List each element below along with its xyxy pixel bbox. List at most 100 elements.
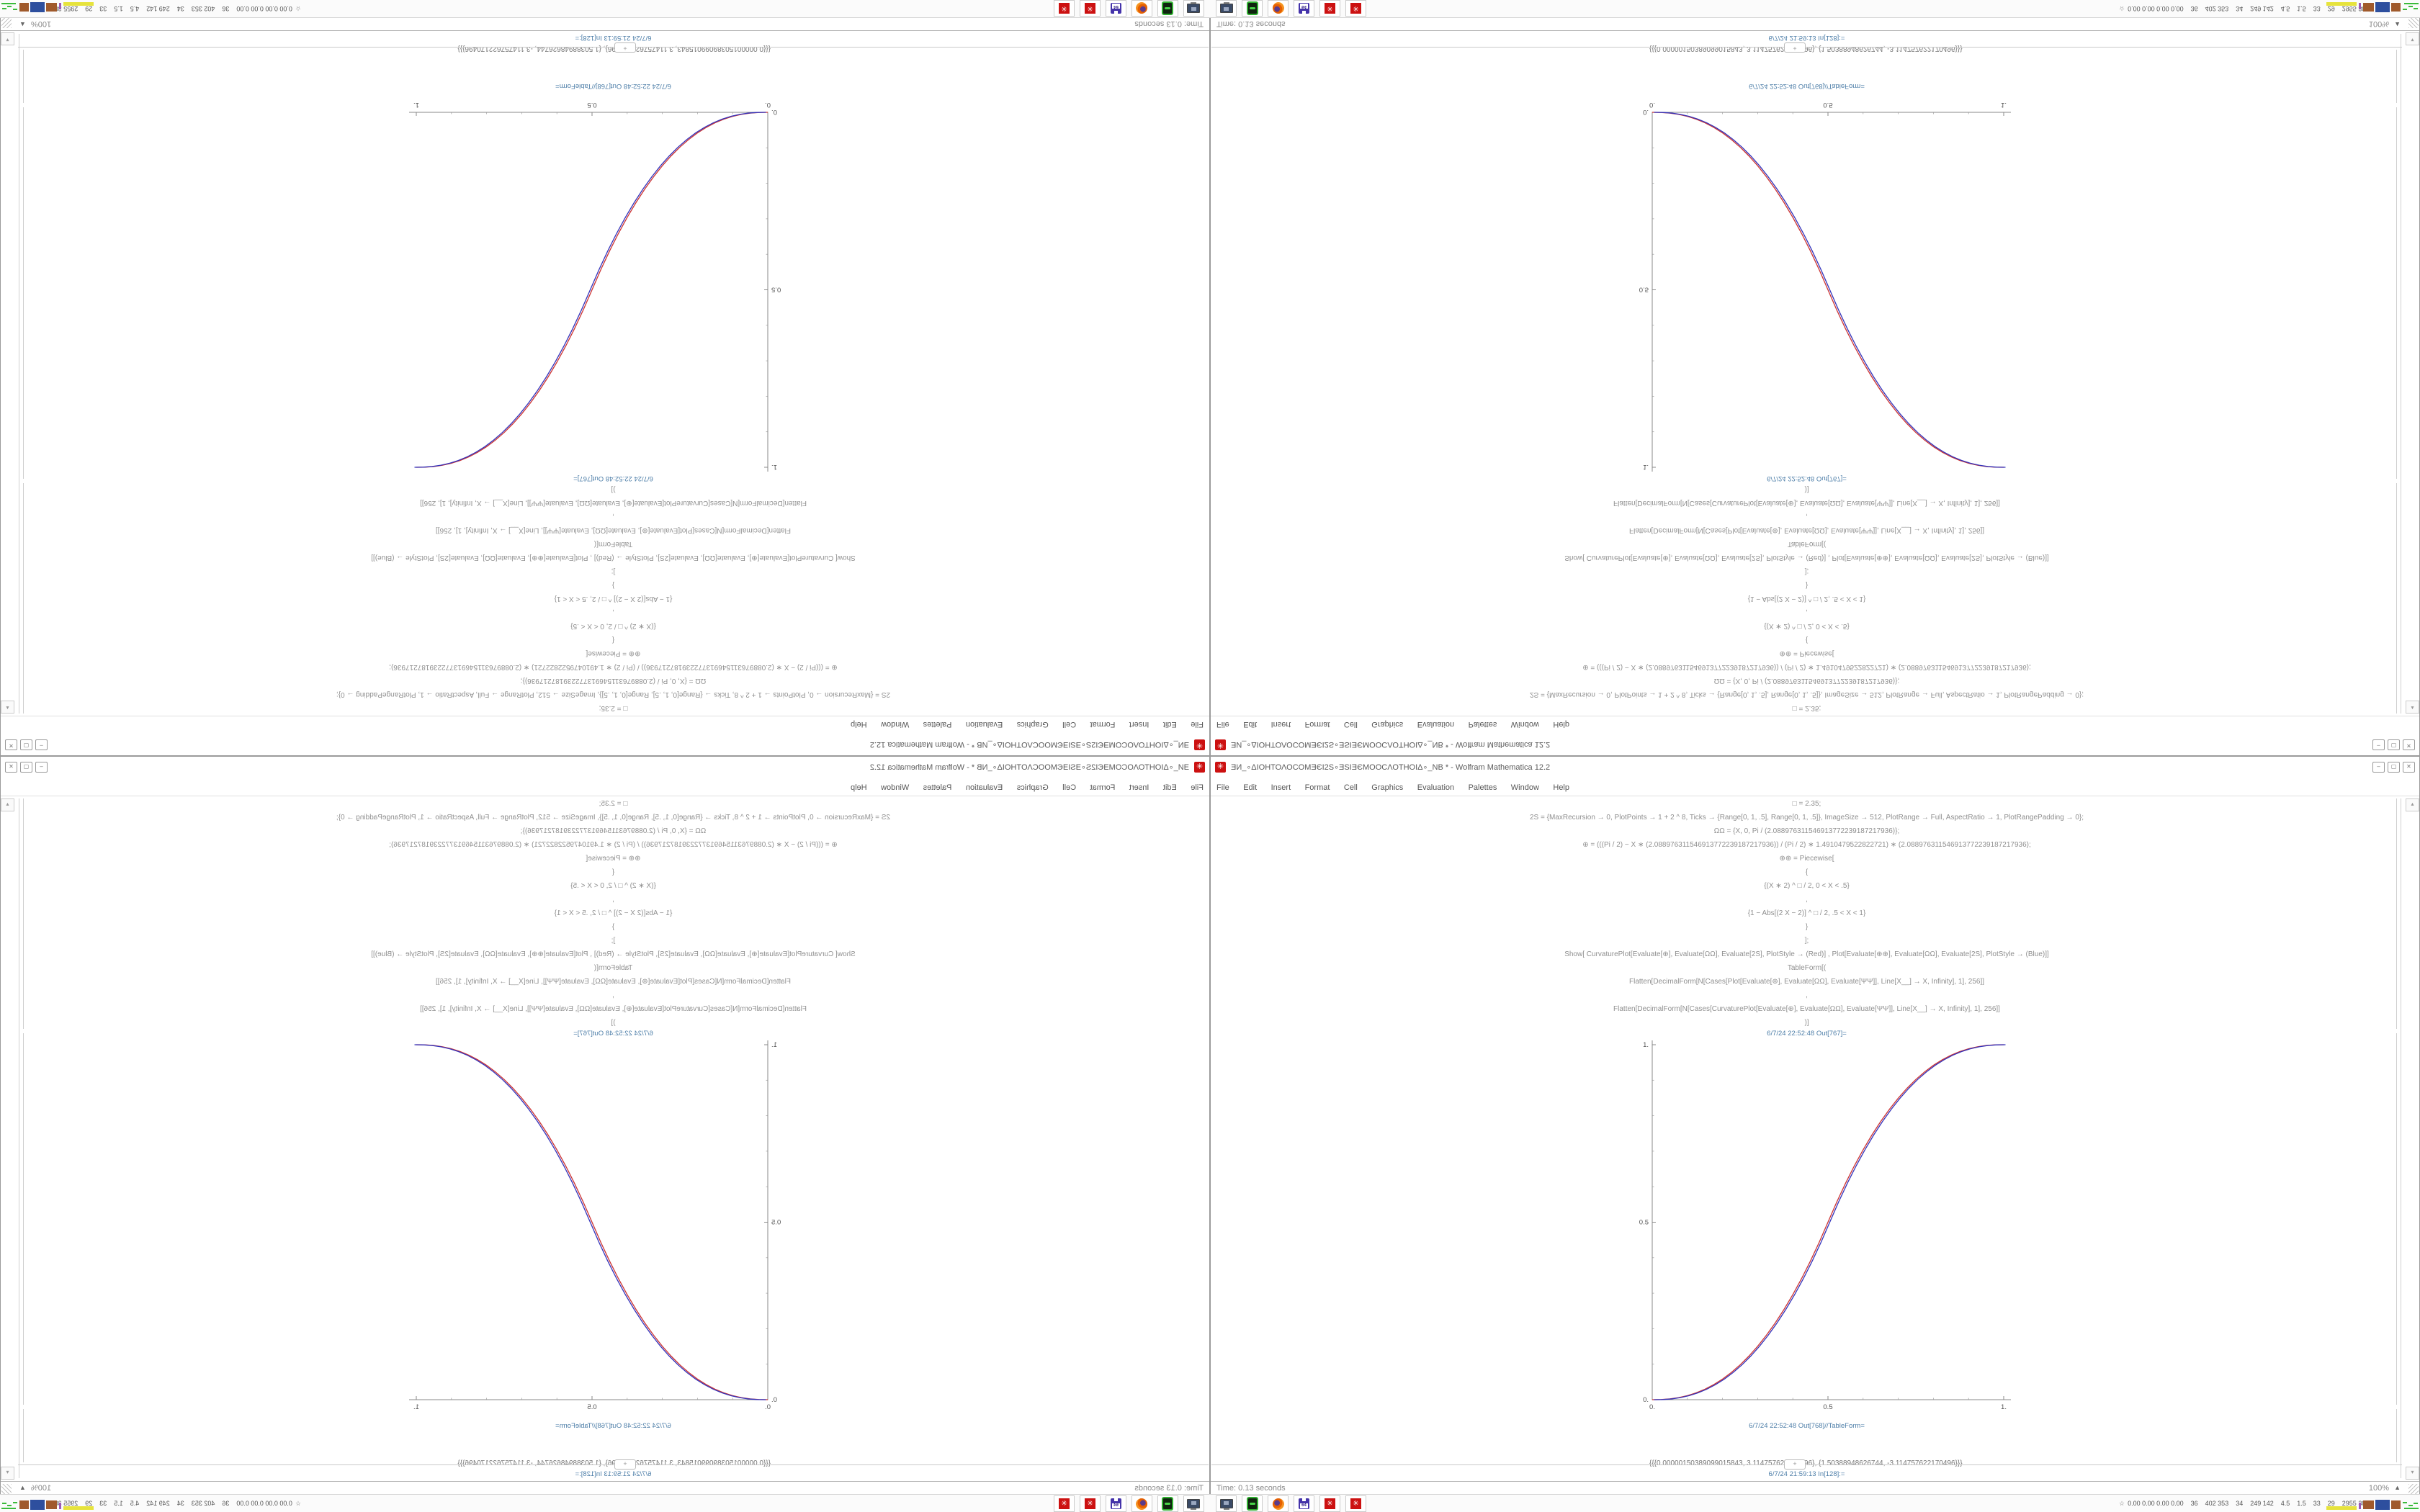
scrollbar-down-button[interactable]: ▾	[2406, 32, 2419, 45]
taskbar-button-console[interactable]	[1157, 1495, 1178, 1512]
titlebar[interactable]: ✳ ƎИ_∘ΔΙΟΗΤΟΛΟCOMƎЄI2S∘ƎSIƎЄMOOCΛΟΤΗΟΙΔ∘…	[1211, 734, 2419, 755]
zoom-toggle-icon[interactable]: ▲	[2394, 21, 2401, 28]
code-line[interactable]: Flatten[DecimalForm[N[Cases[CurvaturePlo…	[1613, 499, 2000, 507]
code-line[interactable]: ];	[611, 567, 616, 575]
minimize-button[interactable]: –	[35, 762, 48, 773]
code-line[interactable]: )]	[1804, 1019, 1809, 1027]
scrollbar-down-button[interactable]: ▾	[1, 32, 14, 45]
code-line[interactable]: ΩΩ = {X, 0, Pi / (2.08897631154691377223…	[520, 827, 707, 835]
maximize-button[interactable]: ▢	[2388, 739, 2400, 750]
system-tray[interactable]: ☆ 0.00 0.00 0.00 0.00 36 402 353 34 249 …	[2119, 1495, 2372, 1512]
menu-item-format[interactable]: Format	[1304, 783, 1330, 792]
input-cell-code[interactable]: □ = 2.35; 2S = {MaxRecursion → 0, PlotPo…	[1211, 797, 2403, 1030]
zoom-level[interactable]: 100%	[2368, 1484, 2389, 1493]
scrollbar-down-button[interactable]: ▾	[1, 1467, 14, 1480]
menu-item-format[interactable]: Format	[1090, 783, 1116, 792]
titlebar[interactable]: ✳ ƎИ_∘ΔΙΟΗΤΟΛΟCOMƎЄI2S∘ƎSIƎЄMOOCΛΟΤΗΟΙΔ∘…	[1211, 757, 2419, 778]
code-line[interactable]: )]	[611, 1019, 616, 1027]
cell-insertion-divider[interactable]	[18, 47, 1209, 48]
menu-item-insert[interactable]: Insert	[1129, 720, 1150, 729]
cell-bracket-tableform[interactable]	[2396, 50, 2397, 103]
menu-item-file[interactable]: File	[1216, 720, 1229, 729]
taskbar-button-floppy[interactable]: 64	[1294, 0, 1314, 17]
zoom-level[interactable]: 100%	[2368, 19, 2389, 28]
menu-item-edit[interactable]: Edit	[1162, 720, 1177, 729]
code-line[interactable]: ⊕⊕ = Piecewise[	[1779, 649, 1834, 657]
code-line[interactable]: Show[ CurvaturePlot[Evaluate[⊕], Evaluat…	[371, 554, 856, 562]
cell-bracket-output[interactable]	[23, 1033, 24, 1405]
code-line[interactable]: ⊕⊕ = Piecewise[	[586, 855, 641, 863]
code-line[interactable]: {(X ∗ 2) ^ □ / 2, 0 < X < .5}	[1764, 882, 1850, 890]
minimize-button[interactable]: –	[2372, 762, 2385, 773]
code-line[interactable]: TableForm[(	[593, 964, 633, 972]
menu-item-help[interactable]: Help	[851, 783, 867, 792]
menu-item-insert[interactable]: Insert	[1270, 783, 1291, 792]
titlebar[interactable]: ✳ ƎИ_∘ΔΙΟΗΤΟΛΟCOMƎЄI2S∘ƎSIƎЄMOOCΛΟΤΗΟΙΔ∘…	[1, 757, 1209, 778]
code-line[interactable]: □ = 2.35;	[599, 704, 628, 712]
cell-bracket-input[interactable]	[2396, 483, 2397, 714]
zoom-level[interactable]: 100%	[31, 19, 52, 28]
code-line[interactable]: {(X ∗ 2) ^ □ / 2, 0 < X < .5}	[1764, 622, 1850, 630]
cell-bracket-tableform[interactable]	[23, 1409, 24, 1462]
code-line[interactable]: Flatten[DecimalForm[N[Cases[Plot[Evaluat…	[435, 526, 792, 534]
menu-item-edit[interactable]: Edit	[1243, 783, 1258, 792]
menu-item-cell[interactable]: Cell	[1062, 720, 1077, 729]
cell-bracket-tableform[interactable]	[2396, 1409, 2397, 1462]
code-line[interactable]: ⊕⊕ = Piecewise[	[586, 649, 641, 657]
code-line[interactable]: Flatten[DecimalForm[N[Cases[CurvaturePlo…	[420, 1005, 807, 1013]
menu-item-insert[interactable]: Insert	[1270, 720, 1291, 729]
insert-cell-button[interactable]: +	[1784, 42, 1806, 53]
minimize-button[interactable]: –	[35, 739, 48, 750]
insert-cell-button[interactable]: +	[614, 1459, 636, 1470]
code-line[interactable]: Flatten[DecimalForm[N[Cases[Plot[Evaluat…	[435, 978, 792, 986]
code-line[interactable]: ,	[612, 991, 614, 999]
menu-item-graphics[interactable]: Graphics	[1371, 783, 1404, 792]
close-button[interactable]: ✕	[5, 762, 17, 773]
taskbar-button-floppy[interactable]: 64	[1106, 1495, 1126, 1512]
menu-item-cell[interactable]: Cell	[1343, 720, 1358, 729]
code-line[interactable]: Show[ CurvaturePlot[Evaluate[⊕], Evaluat…	[1564, 554, 2049, 562]
resize-grip[interactable]	[2408, 1484, 2419, 1494]
cell-bracket-output[interactable]	[2396, 1033, 2397, 1405]
maximize-button[interactable]: ▢	[2388, 762, 2400, 773]
code-line[interactable]: ];	[1804, 567, 1809, 575]
code-line[interactable]: ⊕ = (((Pi / 2) − X ∗ (2.0889763115469137…	[1582, 841, 2031, 849]
code-line[interactable]: {	[611, 636, 615, 644]
code-line[interactable]: )]	[611, 485, 616, 493]
resize-grip[interactable]	[1, 1484, 12, 1494]
cell-bracket-tableform[interactable]	[23, 50, 24, 103]
taskbar-button-display[interactable]	[1183, 1495, 1204, 1512]
code-line[interactable]: ⊕⊕ = Piecewise[	[1779, 855, 1834, 863]
minimize-button[interactable]: –	[2372, 739, 2385, 750]
taskbar-button-display[interactable]	[1183, 0, 1204, 17]
resize-grip[interactable]	[2408, 18, 2419, 28]
cell-insertion-divider[interactable]	[18, 1464, 1209, 1465]
menu-item-graphics[interactable]: Graphics	[1371, 720, 1404, 729]
input-cell-code[interactable]: □ = 2.35; 2S = {MaxRecursion → 0, PlotPo…	[17, 797, 1209, 1030]
menu-item-palettes[interactable]: Palettes	[1468, 783, 1497, 792]
menu-item-palettes[interactable]: Palettes	[923, 720, 952, 729]
code-line[interactable]: {1 − Abs[(2 X − 2)] ^ □ / 2, .5 < X < 1}	[554, 595, 673, 603]
code-line[interactable]: TableForm[(	[593, 540, 633, 548]
code-line[interactable]: □ = 2.35;	[1792, 800, 1821, 808]
code-line[interactable]: ,	[1806, 608, 1808, 616]
scrollbar-up-button[interactable]: ▴	[1, 701, 14, 714]
close-button[interactable]: ✕	[2403, 739, 2415, 750]
zoom-toggle-icon[interactable]: ▲	[19, 21, 26, 28]
menu-item-file[interactable]: File	[1191, 783, 1204, 792]
input-cell-code[interactable]: □ = 2.35; 2S = {MaxRecursion → 0, PlotPo…	[17, 482, 1209, 715]
code-line[interactable]: ,	[1806, 513, 1808, 521]
menu-item-palettes[interactable]: Palettes	[1468, 720, 1497, 729]
taskbar-button-console[interactable]	[1157, 0, 1178, 17]
menu-item-format[interactable]: Format	[1090, 720, 1116, 729]
taskbar-button-mathematica-1[interactable]: ✳	[1080, 1495, 1101, 1512]
taskbar-button-firefox[interactable]	[1268, 0, 1289, 17]
code-line[interactable]: □ = 2.35;	[599, 800, 628, 808]
code-line[interactable]: Flatten[DecimalForm[N[Cases[CurvaturePlo…	[1613, 1005, 2000, 1013]
menu-item-window[interactable]: Window	[881, 720, 910, 729]
zoom-level[interactable]: 100%	[31, 1484, 52, 1493]
code-line[interactable]: ⊕ = (((Pi / 2) − X ∗ (2.0889763115469137…	[389, 663, 838, 671]
menu-item-evaluation[interactable]: Evaluation	[965, 720, 1003, 729]
taskbar-button-display[interactable]	[1216, 1495, 1237, 1512]
menu-item-help[interactable]: Help	[851, 720, 867, 729]
